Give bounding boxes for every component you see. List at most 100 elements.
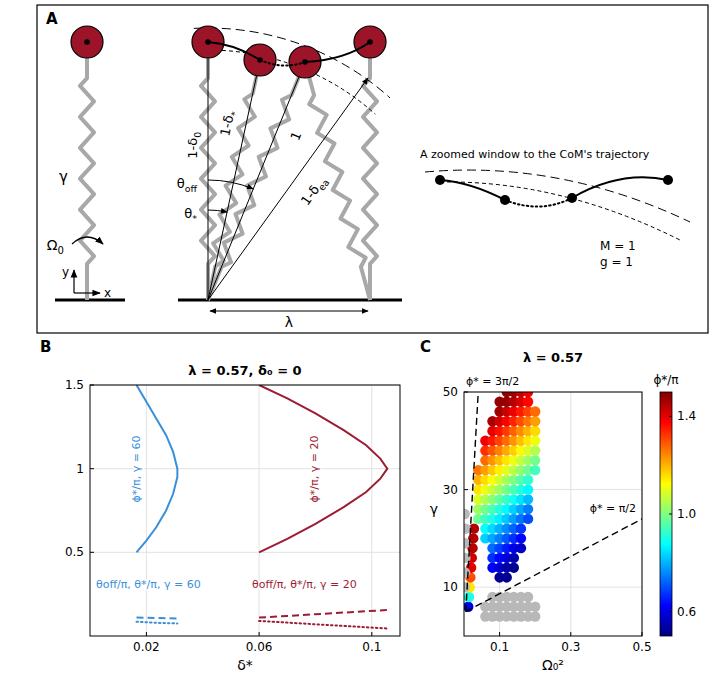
point <box>464 509 470 519</box>
tick <box>90 468 94 469</box>
angle-label: θoff <box>177 176 198 194</box>
spin-label: Ω0 <box>47 237 64 256</box>
panel-a: AyxγΩ0θoffθ*1-δ01-δ*11-δeaλA zoomed wind… <box>37 5 708 333</box>
tick <box>499 632 500 636</box>
point <box>530 611 540 621</box>
series-line <box>259 621 387 629</box>
series-line <box>137 617 178 620</box>
point-mass <box>71 26 103 58</box>
point <box>530 602 540 612</box>
data-layer <box>137 385 388 628</box>
colorbar-tick <box>669 611 672 612</box>
point <box>523 397 533 407</box>
label-main: θ <box>184 206 192 221</box>
point <box>530 445 540 455</box>
point <box>530 406 540 416</box>
tick <box>90 552 94 553</box>
com-trajectory <box>305 42 370 62</box>
series-line <box>466 392 478 612</box>
point <box>509 562 519 572</box>
ground <box>55 299 125 302</box>
tick-label: 50 <box>443 385 458 399</box>
mass-label: M = 1 <box>600 239 636 253</box>
tick-label: 0.5 <box>65 545 84 559</box>
angle-arc <box>208 210 227 212</box>
angle-label: θ* <box>184 206 197 224</box>
tick-label: 10 <box>443 580 458 594</box>
point <box>530 436 540 446</box>
axis-title: Ω₀² <box>542 657 564 673</box>
stiffness-label: γ <box>59 168 68 186</box>
series-line <box>259 385 387 552</box>
tick <box>464 489 468 490</box>
panel-letter: A <box>46 10 58 28</box>
axes: 0.10.30.5103050 <box>443 385 652 654</box>
grid-line <box>146 385 147 636</box>
plot-frame <box>90 385 400 636</box>
plot-area <box>90 385 400 636</box>
label-main: 1-δ <box>185 138 200 159</box>
axis-name: x <box>104 286 111 300</box>
tick <box>371 632 372 636</box>
spring <box>305 62 370 300</box>
point <box>516 543 526 553</box>
tick-label: 0.06 <box>246 640 273 654</box>
grid-line <box>371 385 372 636</box>
colorbar-title: ϕ*/π <box>653 373 678 387</box>
point <box>523 514 533 524</box>
label-main: θ <box>177 176 185 191</box>
annotation: ϕ* = 3π/2 <box>466 375 519 388</box>
zoom-title: A zoomed window to the CoM's trajectory <box>420 148 650 161</box>
point <box>530 416 540 426</box>
tick-label: 30 <box>443 483 458 497</box>
tick-label: 0.1 <box>362 640 381 654</box>
label-sub: 0 <box>192 132 203 138</box>
tick-label: 0.02 <box>133 640 160 654</box>
tick-label: 0.3 <box>561 640 580 654</box>
plot-frame <box>464 392 642 636</box>
point <box>464 592 474 602</box>
point <box>509 553 519 563</box>
trajectory-point <box>567 193 577 203</box>
point-mass-center <box>84 39 90 45</box>
point <box>530 455 540 465</box>
spin-arrow <box>72 237 103 244</box>
axis-title: γ <box>430 501 438 517</box>
series-line <box>259 610 387 618</box>
point <box>523 484 533 494</box>
panel-letter: B <box>40 338 51 356</box>
grid-line <box>464 587 642 588</box>
panel-C: 0.10.30.5103050Cλ = 0.57Ω₀²γϕ* = 3π/2ϕ* … <box>420 338 696 673</box>
reference-arc <box>425 170 690 222</box>
annotation: ϕ* = π/2 <box>590 502 636 515</box>
colorbar-tick <box>669 416 672 417</box>
trajectory-point <box>500 195 510 205</box>
com-trajectory <box>572 177 668 198</box>
panel-frame <box>37 5 708 333</box>
point <box>530 465 540 475</box>
annotation: θoff/π, θ*/π, γ = 60 <box>96 578 201 591</box>
colorbar-bar <box>660 392 672 636</box>
grid-line <box>259 385 260 636</box>
grid-line <box>570 392 571 636</box>
colorbar-tick <box>669 514 672 515</box>
point <box>523 475 533 485</box>
label-sub: ea <box>316 177 332 193</box>
point <box>530 426 540 436</box>
axis-name: y <box>62 265 69 279</box>
annotation: ϕ*/π, γ = 60 <box>130 436 143 503</box>
leg-length-line <box>208 62 305 300</box>
com-trajectory <box>260 60 305 66</box>
point <box>516 523 526 533</box>
annotation: θoff/π, θ*/π, γ = 20 <box>252 578 357 591</box>
spring <box>363 42 377 300</box>
axis-title: δ* <box>237 657 253 673</box>
point <box>502 572 512 582</box>
label-main: Ω <box>47 237 58 253</box>
data-layer <box>464 392 642 622</box>
point <box>523 504 533 514</box>
label-sub: 0 <box>58 245 64 256</box>
colorbar-tick-label: 1.0 <box>677 507 696 521</box>
chart-title: λ = 0.57, δ₀ = 0 <box>188 363 301 378</box>
length-label: 1-δ0 <box>185 132 203 159</box>
